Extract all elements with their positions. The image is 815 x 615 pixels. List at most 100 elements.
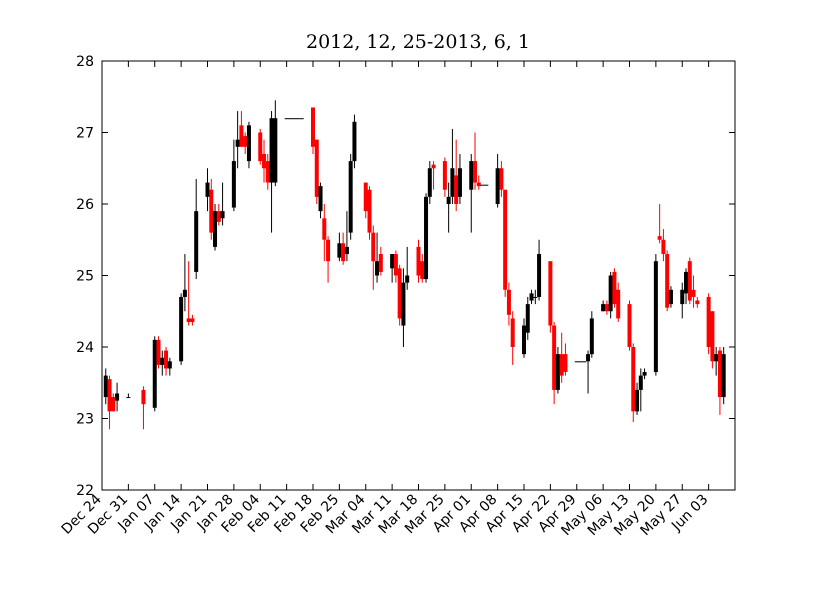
candle-body: [495, 168, 500, 204]
candle-body: [164, 350, 169, 369]
candle-body: [710, 311, 715, 362]
candle-body: [450, 168, 455, 197]
candle-body: [552, 325, 557, 390]
candle-body: [416, 246, 421, 276]
candle-body: [574, 361, 579, 363]
candle-body: [589, 318, 594, 355]
candle-body: [661, 239, 666, 255]
candle-body: [239, 125, 244, 147]
candle-body: [586, 354, 591, 362]
candle-body: [627, 304, 632, 347]
plot-frame: [101, 60, 736, 491]
candle-body: [393, 254, 398, 276]
candle-body: [668, 289, 673, 305]
candle-body: [216, 211, 221, 222]
candle-body: [537, 254, 542, 297]
candle-body: [424, 196, 429, 280]
candle-body: [167, 361, 172, 369]
y-tick-label: 24: [76, 340, 94, 356]
candle-body: [115, 393, 120, 401]
candle-body: [706, 296, 711, 347]
candle-body: [235, 139, 240, 147]
candle-body: [243, 136, 248, 147]
candle-body: [457, 168, 462, 197]
candle-body: [665, 254, 670, 308]
candle-body: [578, 361, 583, 363]
candle-body: [103, 375, 108, 398]
candle-body: [156, 339, 161, 365]
candle-body: [213, 211, 218, 247]
candle-body: [205, 182, 210, 197]
candle-body: [190, 318, 195, 322]
candle-body: [687, 261, 692, 301]
candle-body: [375, 261, 380, 276]
candle-body: [635, 389, 640, 412]
candle-body: [322, 218, 327, 240]
candle-body: [555, 354, 560, 390]
candle-body: [182, 289, 187, 297]
candle-body: [352, 121, 357, 162]
candle-body: [548, 261, 553, 326]
candle-body: [344, 246, 349, 255]
candle-body: [194, 211, 199, 272]
candle-body: [454, 175, 459, 204]
candle-body: [107, 379, 112, 412]
candle-body: [160, 357, 165, 365]
candle-body: [186, 318, 191, 322]
candle-body: [695, 300, 700, 305]
candle-body: [314, 139, 319, 197]
y-tick-label: 28: [76, 54, 94, 70]
candle-body: [401, 282, 406, 326]
candle-body: [141, 389, 146, 405]
candle-body: [657, 236, 662, 240]
candle-body: [601, 304, 606, 312]
candle-body: [616, 289, 621, 319]
candle-body: [420, 261, 425, 280]
candle-body: [269, 118, 274, 183]
candle-body: [476, 182, 481, 187]
candle-body: [684, 271, 689, 294]
candle-body: [397, 268, 402, 319]
candle-body: [258, 132, 263, 162]
candle-body: [559, 354, 564, 376]
candle-body: [209, 189, 214, 233]
candle-body: [638, 375, 643, 390]
candle-body: [390, 254, 395, 269]
y-tick-label: 25: [76, 269, 94, 285]
candle-body: [721, 354, 726, 398]
candle-body: [442, 161, 447, 190]
candle-body: [231, 161, 236, 208]
candle-body: [318, 186, 323, 212]
candle-body: [126, 397, 131, 399]
y-tick-label: 23: [76, 412, 94, 428]
candle-body: [525, 304, 530, 333]
candle-body: [563, 354, 568, 373]
candle-body: [152, 339, 157, 408]
candle-body: [522, 325, 526, 355]
candle-body: [582, 361, 587, 363]
candle-body: [510, 318, 515, 347]
candle-body: [299, 118, 304, 120]
candle-body: [292, 118, 297, 120]
candle-body: [288, 118, 293, 120]
candle-body: [608, 275, 613, 312]
y-tick-label: 26: [76, 197, 94, 213]
candle-body: [533, 296, 538, 298]
candle-body: [604, 304, 609, 312]
candle-body: [311, 107, 315, 147]
candle-body: [499, 168, 504, 190]
candle-body: [431, 164, 436, 169]
candle-body: [642, 372, 647, 376]
candle-body: [295, 118, 300, 120]
candle-body: [691, 289, 696, 297]
candle-body: [111, 397, 116, 412]
candle-body: [337, 243, 342, 258]
candle-body: [363, 182, 368, 212]
candle-body: [680, 289, 685, 305]
candle-body: [612, 271, 617, 305]
candle-body: [631, 347, 636, 412]
candle-body: [653, 261, 658, 373]
candle-body: [717, 350, 722, 398]
